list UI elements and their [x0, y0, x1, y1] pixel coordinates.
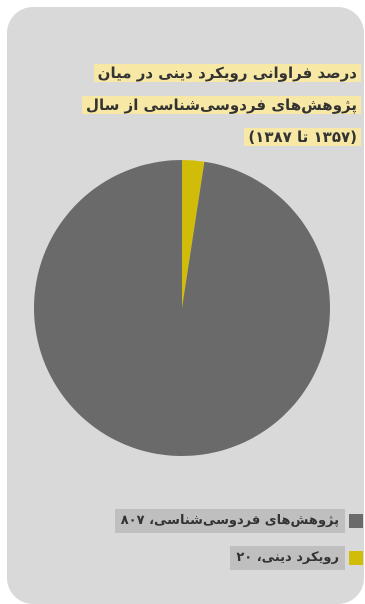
legend-label: پژوهش‌های فردوسی‌شناسی، ۸۰۷: [114, 509, 345, 533]
legend-swatch: [349, 514, 363, 528]
pie-slice: [182, 160, 205, 308]
legend-item: رویکرد دینی، ۲۰: [23, 546, 363, 570]
chart-title: درصد فراوانی رویکرد دینی در میان پژوهش‌ه…: [69, 57, 361, 153]
legend-label: رویکرد دینی، ۲۰: [230, 546, 345, 570]
legend-swatch: [349, 551, 363, 565]
chart-title-text: درصد فراوانی رویکرد دینی در میان پژوهش‌ه…: [81, 64, 361, 146]
pie-slice: [33, 160, 331, 456]
legend-item: پژوهش‌های فردوسی‌شناسی، ۸۰۷: [23, 509, 363, 533]
